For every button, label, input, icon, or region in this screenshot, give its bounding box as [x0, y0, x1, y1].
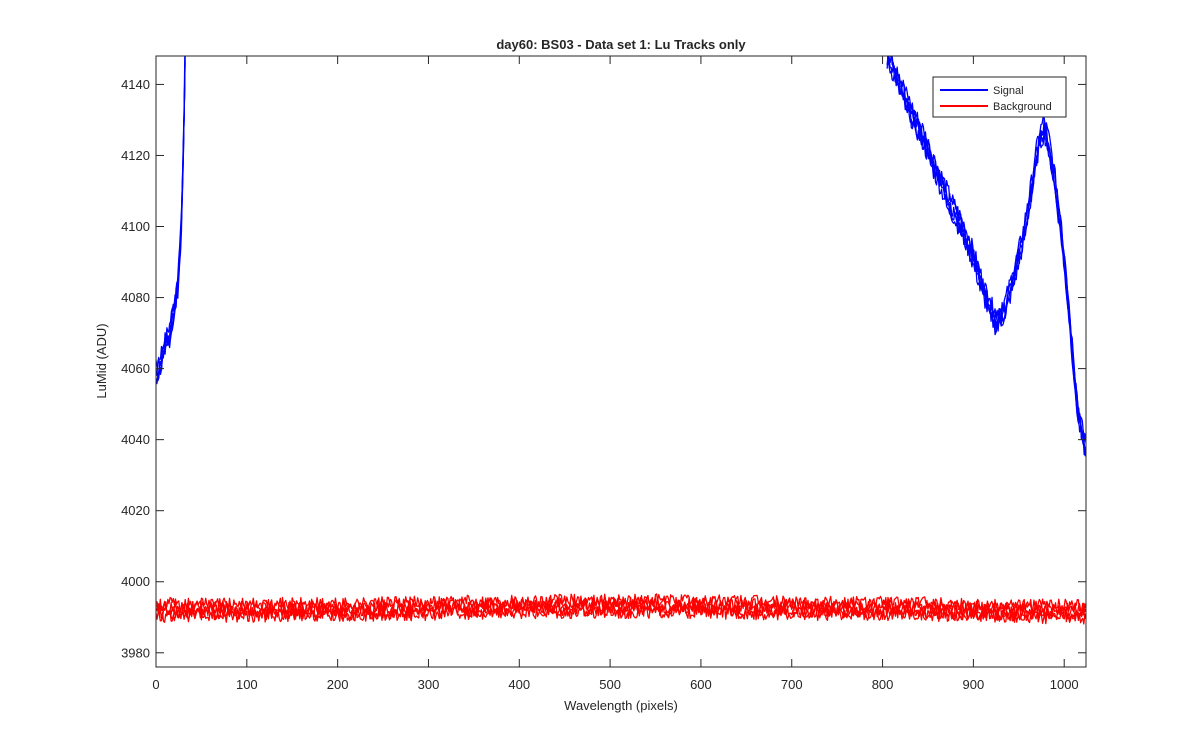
plot-area	[156, 56, 1086, 667]
y-tick-label: 4060	[121, 361, 150, 376]
series-line-signal	[886, 56, 1086, 457]
x-tick-label: 900	[963, 677, 985, 692]
x-tick-label: 600	[690, 677, 712, 692]
x-axis-label: Wavelength (pixels)	[564, 698, 678, 713]
x-tick-label: 300	[418, 677, 440, 692]
x-tick-label: 500	[599, 677, 621, 692]
x-tick-label: 400	[508, 677, 530, 692]
y-axis-label: LuMid (ADU)	[94, 323, 109, 398]
y-tick-label: 3980	[121, 645, 150, 660]
y-axis: 3980 4000 4020 4040 4060 4080 4100 4120 4140	[121, 77, 1086, 660]
x-tick-label: 1000	[1050, 677, 1079, 692]
series-line-background	[156, 603, 1086, 623]
y-tick-label: 4100	[121, 219, 150, 234]
y-tick-label: 4140	[121, 77, 150, 92]
x-tick-label: 0	[152, 677, 159, 692]
y-tick-label: 4040	[121, 432, 150, 447]
series-signal	[156, 56, 1086, 457]
series-line-background	[156, 596, 1086, 616]
y-tick-label: 4020	[121, 503, 150, 518]
x-tick-label: 700	[781, 677, 803, 692]
x-tick-label: 100	[236, 677, 258, 692]
y-tick-label: 4120	[121, 148, 150, 163]
legend[interactable]: Signal Background	[932, 76, 1067, 118]
series-background	[156, 593, 1086, 625]
series-layer	[156, 56, 1086, 625]
y-tick-label: 4080	[121, 290, 150, 305]
x-axis: 0 100 200 300 400 500 600 700 800 900 1000	[152, 56, 1079, 692]
x-tick-label: 800	[872, 677, 894, 692]
x-tick-label: 200	[327, 677, 349, 692]
legend-label-signal: Signal	[993, 85, 1024, 97]
legend-box	[932, 76, 1067, 118]
legend-label-background: Background	[993, 101, 1052, 113]
chart-title: day60: BS03 - Data set 1: Lu Tracks only	[496, 37, 746, 52]
axes-box	[155, 55, 1087, 668]
y-tick-label: 4000	[121, 574, 150, 589]
